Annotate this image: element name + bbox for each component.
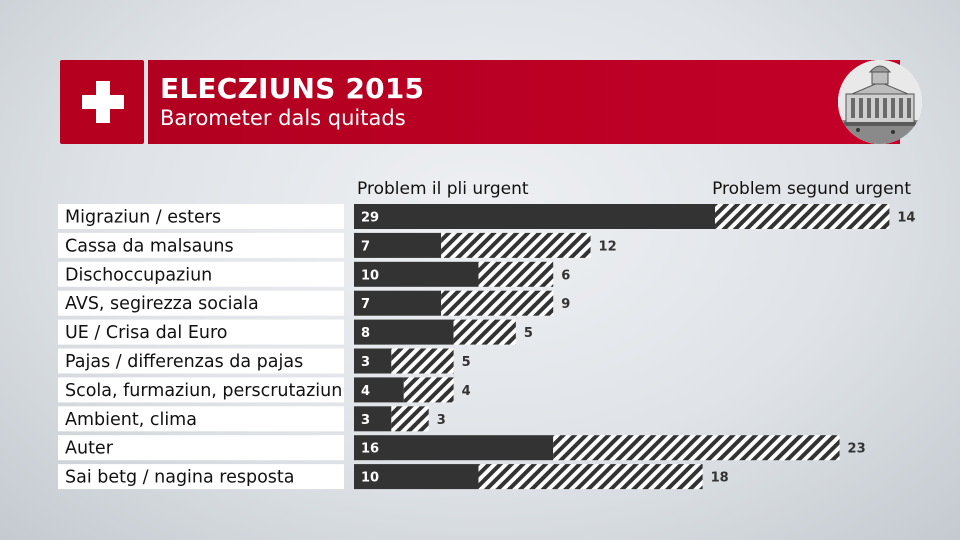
bar-value-primary: 7 <box>361 239 370 254</box>
bar-secondary <box>391 406 429 432</box>
bar-primary <box>354 290 442 316</box>
category-label-bg <box>58 319 344 345</box>
category-label-bg <box>58 290 344 316</box>
page-subtitle: Barometer dals quitads <box>160 106 406 130</box>
bar-value-secondary: 3 <box>437 413 446 428</box>
bar-primary <box>354 406 392 432</box>
bar-secondary <box>453 319 516 345</box>
category-label: UE / Crisa dal Euro <box>65 323 228 343</box>
logo-box <box>60 60 144 144</box>
bar-value-secondary: 4 <box>462 384 471 399</box>
category-label-bg <box>58 204 344 229</box>
bar-secondary <box>478 261 554 287</box>
legend-primary: Problem il pli urgent <box>357 179 529 199</box>
category-label: AVS, segirezza sociala <box>65 294 259 314</box>
bar-secondary <box>403 377 454 403</box>
category-label-bg <box>58 435 344 461</box>
bar-primary <box>354 348 392 374</box>
bar-primary <box>354 435 554 461</box>
bar-value-primary: 29 <box>361 211 379 226</box>
bar-value-secondary: 14 <box>897 211 915 226</box>
category-label-bg <box>58 348 344 374</box>
category-label: Auter <box>65 439 114 459</box>
legend-secondary: Problem segund urgent <box>712 179 911 199</box>
category-label: Migraziun / esters <box>65 208 221 228</box>
swiss-cross-icon <box>82 81 124 123</box>
parliament-building-icon <box>838 60 922 144</box>
category-label-bg <box>58 232 344 258</box>
category-label: Pajas / differenzas da pajas <box>65 352 303 372</box>
bar-value-primary: 3 <box>361 413 370 428</box>
bar-secondary <box>441 232 591 258</box>
header-banner: ELECZIUNS 2015 Barometer dals quitads <box>148 60 900 144</box>
category-label: Scola, furmaziun, perscrutaziun <box>65 381 342 401</box>
category-label: Dischoccupaziun <box>65 265 212 285</box>
bar-primary <box>354 464 479 490</box>
bar-value-secondary: 6 <box>561 268 570 283</box>
bar-value-secondary: 18 <box>711 471 729 486</box>
bar-value-secondary: 5 <box>524 326 533 341</box>
bar-value-secondary: 9 <box>561 297 570 312</box>
bar-secondary <box>553 435 840 461</box>
category-label: Ambient, clima <box>65 410 197 430</box>
bar-value-primary: 10 <box>361 471 379 486</box>
bar-primary <box>354 204 716 229</box>
category-label-bg <box>58 377 344 403</box>
bar-value-primary: 10 <box>361 268 379 283</box>
category-label: Sai betg / nagina resposta <box>65 468 295 488</box>
bar-secondary <box>441 290 554 316</box>
bar-primary <box>354 319 454 345</box>
bar-value-primary: 7 <box>361 297 370 312</box>
bar-value-primary: 16 <box>361 442 379 457</box>
bar-value-primary: 4 <box>361 384 370 399</box>
bar-secondary <box>715 204 890 229</box>
bar-secondary <box>391 348 454 374</box>
bar-primary <box>354 232 442 258</box>
bar-value-secondary: 5 <box>462 355 471 370</box>
bar-value-primary: 8 <box>361 326 370 341</box>
bar-value-primary: 3 <box>361 355 370 370</box>
page-title: ELECZIUNS 2015 <box>160 72 425 105</box>
bar-value-secondary: 23 <box>848 442 866 457</box>
bar-primary <box>354 377 404 403</box>
category-label-bg <box>58 261 344 287</box>
category-label-bg <box>58 406 344 432</box>
bar-secondary <box>478 464 703 490</box>
category-label: Cassa da malsauns <box>65 236 234 256</box>
bar-primary <box>354 261 479 287</box>
category-label-bg <box>58 464 344 490</box>
bar-value-secondary: 12 <box>599 239 617 254</box>
